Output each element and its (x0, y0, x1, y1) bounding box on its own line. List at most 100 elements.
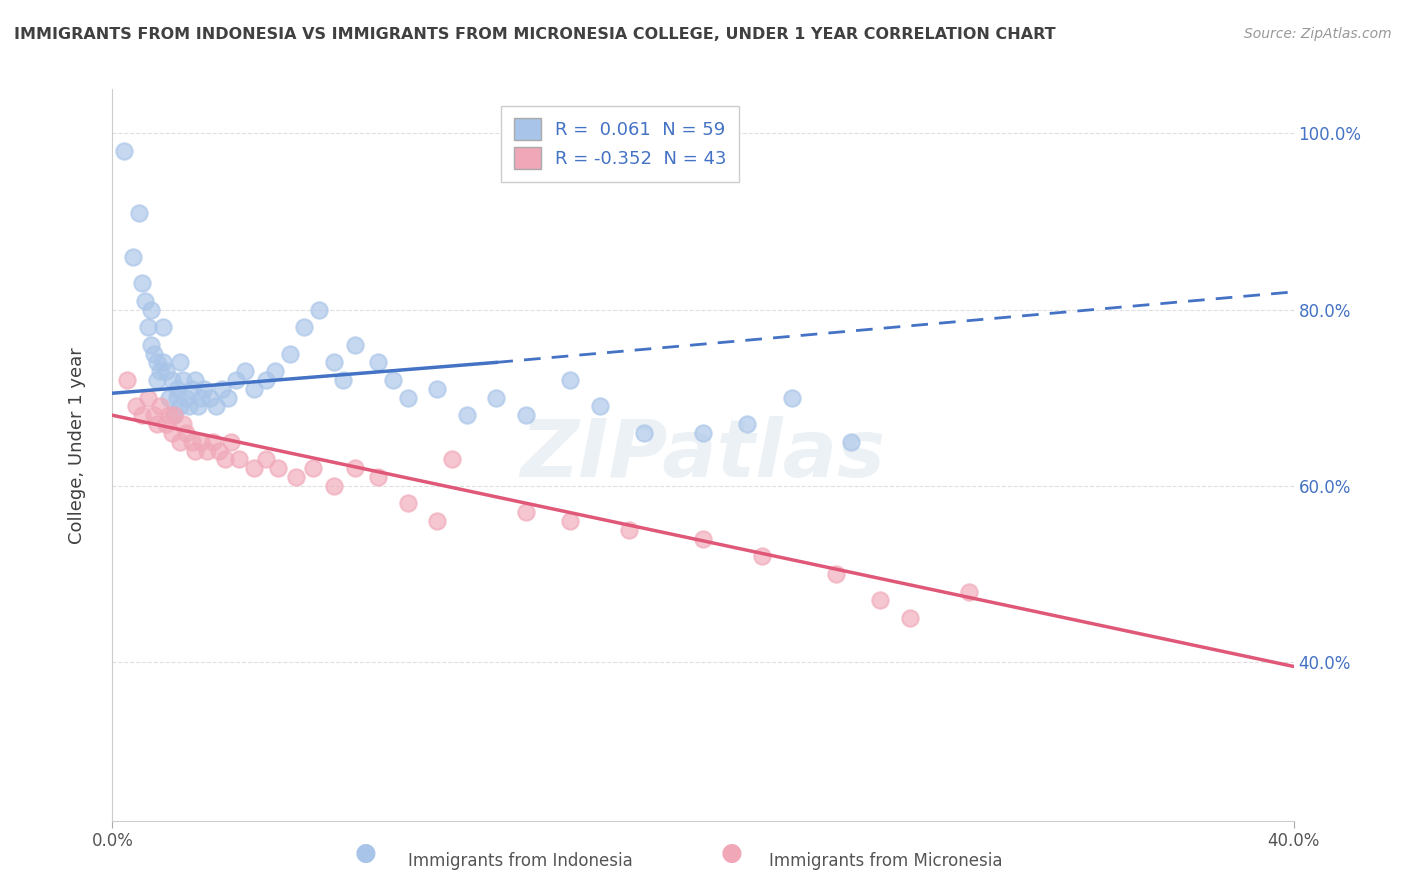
Point (485, 391, 508, 405)
Point (692, 532, 714, 546)
Point (163, 409, 186, 423)
Point (588, 400, 610, 414)
Text: College, Under 1 year: College, Under 1 year (69, 348, 86, 544)
Text: ●: ● (720, 841, 742, 865)
Point (139, 338, 162, 352)
Point (780, 391, 803, 405)
Text: Source: ZipAtlas.com: Source: ZipAtlas.com (1244, 27, 1392, 41)
Point (122, 250, 145, 264)
Point (515, 505, 537, 519)
Point (898, 611, 921, 625)
Point (131, 276, 153, 290)
Point (146, 355, 169, 369)
Point (824, 566, 846, 581)
Point (323, 355, 346, 369)
Point (142, 409, 165, 423)
Point (254, 373, 277, 387)
Point (396, 496, 419, 510)
Point (208, 443, 231, 458)
Point (174, 425, 197, 440)
Point (172, 373, 194, 387)
Legend: R =  0.061  N = 59, R = -0.352  N = 43: R = 0.061 N = 59, R = -0.352 N = 43 (501, 105, 740, 182)
Point (160, 425, 183, 440)
Point (169, 400, 191, 414)
Point (181, 434, 204, 449)
Point (737, 417, 759, 431)
Point (117, 373, 138, 387)
Point (169, 355, 191, 369)
Point (166, 382, 188, 396)
Point (163, 409, 186, 423)
Point (190, 391, 212, 405)
Point (166, 391, 188, 405)
Point (382, 373, 405, 387)
Point (184, 443, 207, 458)
Point (152, 320, 174, 334)
Point (179, 400, 201, 414)
Point (174, 391, 197, 405)
Point (233, 364, 256, 378)
Point (155, 364, 177, 378)
Point (125, 400, 148, 414)
Text: Immigrants from Micronesia: Immigrants from Micronesia (769, 852, 1002, 870)
Point (243, 382, 266, 396)
Point (869, 593, 891, 607)
Point (633, 425, 655, 440)
Point (217, 391, 239, 405)
Point (619, 523, 641, 537)
Point (152, 355, 174, 369)
Point (181, 382, 204, 396)
Point (441, 452, 464, 467)
Point (131, 409, 153, 423)
Point (157, 391, 180, 405)
Text: IMMIGRANTS FROM INDONESIA VS IMMIGRANTS FROM MICRONESIA COLLEGE, UNDER 1 YEAR CO: IMMIGRANTS FROM INDONESIA VS IMMIGRANTS … (14, 27, 1056, 42)
Point (195, 443, 218, 458)
Point (839, 434, 862, 449)
Point (184, 373, 207, 387)
Point (225, 373, 247, 387)
Text: ●: ● (354, 841, 377, 865)
Point (558, 514, 582, 528)
Point (957, 584, 980, 599)
Point (128, 205, 150, 219)
Point (190, 434, 212, 449)
Point (343, 338, 366, 352)
Point (149, 400, 172, 414)
Point (426, 382, 449, 396)
Point (193, 382, 215, 396)
Point (515, 409, 537, 423)
Text: ZIPatlas: ZIPatlas (520, 416, 886, 494)
Point (160, 373, 183, 387)
Point (692, 425, 714, 440)
Point (134, 293, 156, 308)
Point (267, 461, 290, 475)
Point (187, 400, 209, 414)
Point (292, 320, 315, 334)
Point (367, 470, 389, 484)
Point (343, 461, 366, 475)
Point (172, 417, 194, 431)
Point (169, 434, 191, 449)
Point (146, 417, 169, 431)
Point (136, 391, 159, 405)
Point (219, 434, 242, 449)
Point (214, 452, 236, 467)
Point (302, 461, 325, 475)
Point (456, 409, 478, 423)
Point (323, 479, 346, 493)
Point (254, 452, 277, 467)
Point (426, 514, 449, 528)
Point (142, 346, 165, 360)
Point (205, 400, 228, 414)
Point (157, 409, 180, 423)
Point (264, 364, 287, 378)
Point (308, 302, 330, 317)
Point (149, 364, 172, 378)
Point (201, 434, 224, 449)
Point (751, 549, 773, 564)
Point (112, 144, 135, 158)
Point (284, 470, 307, 484)
Point (198, 391, 221, 405)
Point (367, 355, 389, 369)
Point (243, 461, 266, 475)
